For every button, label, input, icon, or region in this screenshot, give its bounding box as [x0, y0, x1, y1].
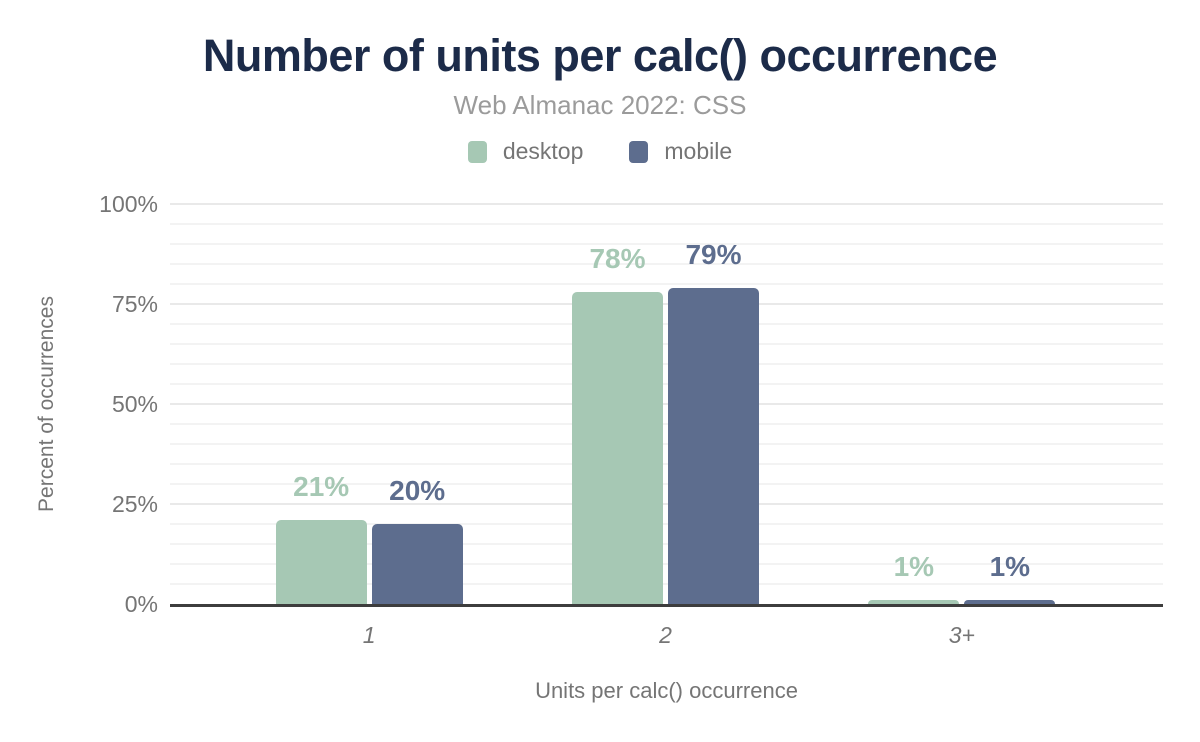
gridline	[170, 503, 1163, 505]
y-tick-label: 25%	[111, 491, 158, 517]
chart-subtitle: Web Almanac 2022: CSS	[453, 90, 747, 120]
legend-item-desktop: desktop	[467, 138, 584, 165]
gridline	[170, 263, 1163, 265]
gridline	[170, 223, 1163, 225]
gridline	[170, 443, 1163, 445]
legend-label-mobile: mobile	[664, 138, 733, 164]
data-label-mobile-3+: 1%	[989, 551, 1031, 582]
bar-desktop-3+	[868, 600, 960, 604]
gridline	[170, 463, 1163, 465]
chart-title: Number of units per calc() occurrence	[202, 30, 998, 81]
x-tick-label: 2	[659, 622, 672, 648]
data-label-desktop-3+: 1%	[893, 551, 935, 582]
x-axis-line	[170, 604, 1163, 607]
data-label-desktop-2: 78%	[589, 243, 646, 274]
gridline	[170, 563, 1163, 565]
data-label-mobile-1: 20%	[389, 475, 446, 506]
bar-desktop-2	[572, 292, 663, 604]
mobile-swatch-icon	[629, 140, 649, 163]
bar-mobile-1	[371, 524, 463, 604]
bar-desktop-1	[275, 520, 367, 604]
gridline	[170, 383, 1163, 385]
gridline	[170, 363, 1163, 365]
gridline	[170, 323, 1163, 325]
x-tick-label: 3+	[948, 622, 975, 648]
bar-mobile-3+	[964, 600, 1056, 604]
gridline	[170, 583, 1163, 585]
gridline	[170, 343, 1163, 345]
gridline	[170, 543, 1163, 545]
y-tick-label: 0%	[124, 591, 158, 617]
gridline	[170, 243, 1163, 245]
desktop-swatch-icon	[467, 140, 487, 163]
x-tick-label: 1	[362, 622, 376, 648]
legend-label-desktop: desktop	[502, 138, 584, 164]
data-label-desktop-1: 21%	[293, 471, 350, 502]
legend: desktop mobile	[0, 138, 1200, 165]
y-tick-label: 75%	[111, 291, 158, 317]
y-tick-label: 50%	[111, 391, 158, 417]
gridline	[170, 203, 1163, 205]
x-axis-title: Units per calc() occurrence	[535, 678, 798, 703]
gridline	[170, 483, 1163, 485]
gridline	[170, 423, 1163, 425]
gridline	[170, 523, 1163, 525]
gridline	[170, 303, 1163, 305]
data-label-mobile-2: 79%	[685, 239, 742, 270]
bar-mobile-2	[668, 288, 759, 604]
legend-item-mobile: mobile	[629, 138, 732, 165]
y-tick-label: 100%	[99, 191, 158, 217]
gridline	[170, 403, 1163, 405]
gridline	[170, 283, 1163, 285]
